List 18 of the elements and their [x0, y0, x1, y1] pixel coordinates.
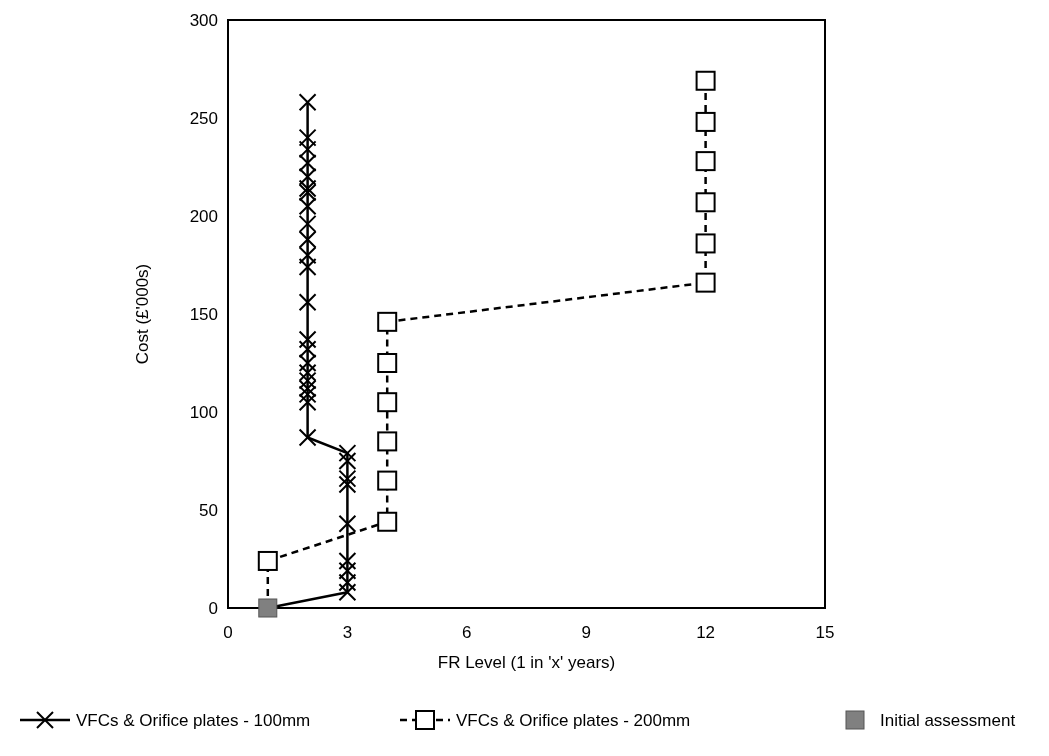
legend-label: VFCs & Orifice plates - 200mm	[456, 710, 691, 730]
x-tick-label: 0	[223, 623, 233, 642]
y-tick-label: 100	[189, 402, 218, 422]
legend-label: Initial assessment	[880, 710, 1016, 730]
x-tick-label: 9	[581, 623, 591, 642]
x-tick-label: 3	[342, 623, 353, 642]
x-tick-label: 12	[696, 623, 716, 642]
x-tick-label: 6	[462, 623, 472, 642]
y-tick-label: 50	[199, 500, 218, 520]
x-tick-label: 15	[815, 623, 835, 642]
legend-label: VFCs & Orifice plates - 100mm	[76, 710, 311, 730]
y-tick-label: 0	[208, 598, 218, 618]
y-tick-label: 200	[189, 206, 218, 226]
y-tick-label: 300	[189, 10, 218, 30]
x-axis-title: FR Level (1 in 'x' years)	[437, 653, 616, 672]
y-axis-title: Cost (£'000s)	[133, 263, 152, 365]
y-tick-label: 250	[189, 108, 218, 128]
y-tick-label: 150	[189, 304, 218, 324]
